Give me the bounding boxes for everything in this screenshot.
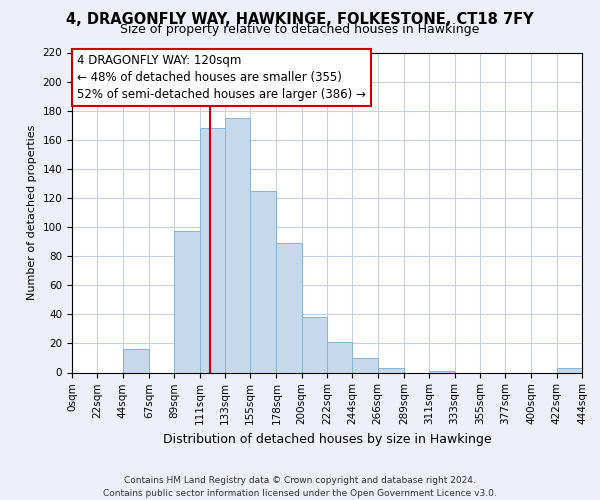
Text: Contains HM Land Registry data © Crown copyright and database right 2024.
Contai: Contains HM Land Registry data © Crown c… — [103, 476, 497, 498]
Bar — [377, 368, 404, 372]
X-axis label: Distribution of detached houses by size in Hawkinge: Distribution of detached houses by size … — [163, 432, 491, 446]
Bar — [174, 232, 199, 372]
Bar — [429, 371, 455, 372]
Bar — [302, 317, 327, 372]
Bar — [122, 349, 149, 372]
Bar — [557, 368, 582, 372]
Bar — [352, 358, 377, 372]
Text: Size of property relative to detached houses in Hawkinge: Size of property relative to detached ho… — [121, 22, 479, 36]
Bar — [199, 128, 225, 372]
Y-axis label: Number of detached properties: Number of detached properties — [27, 125, 37, 300]
Bar — [225, 118, 250, 372]
Text: 4 DRAGONFLY WAY: 120sqm
← 48% of detached houses are smaller (355)
52% of semi-d: 4 DRAGONFLY WAY: 120sqm ← 48% of detache… — [77, 54, 366, 101]
Text: 4, DRAGONFLY WAY, HAWKINGE, FOLKESTONE, CT18 7FY: 4, DRAGONFLY WAY, HAWKINGE, FOLKESTONE, … — [66, 12, 534, 28]
Bar — [327, 342, 352, 372]
Bar — [277, 243, 302, 372]
Bar — [250, 190, 277, 372]
